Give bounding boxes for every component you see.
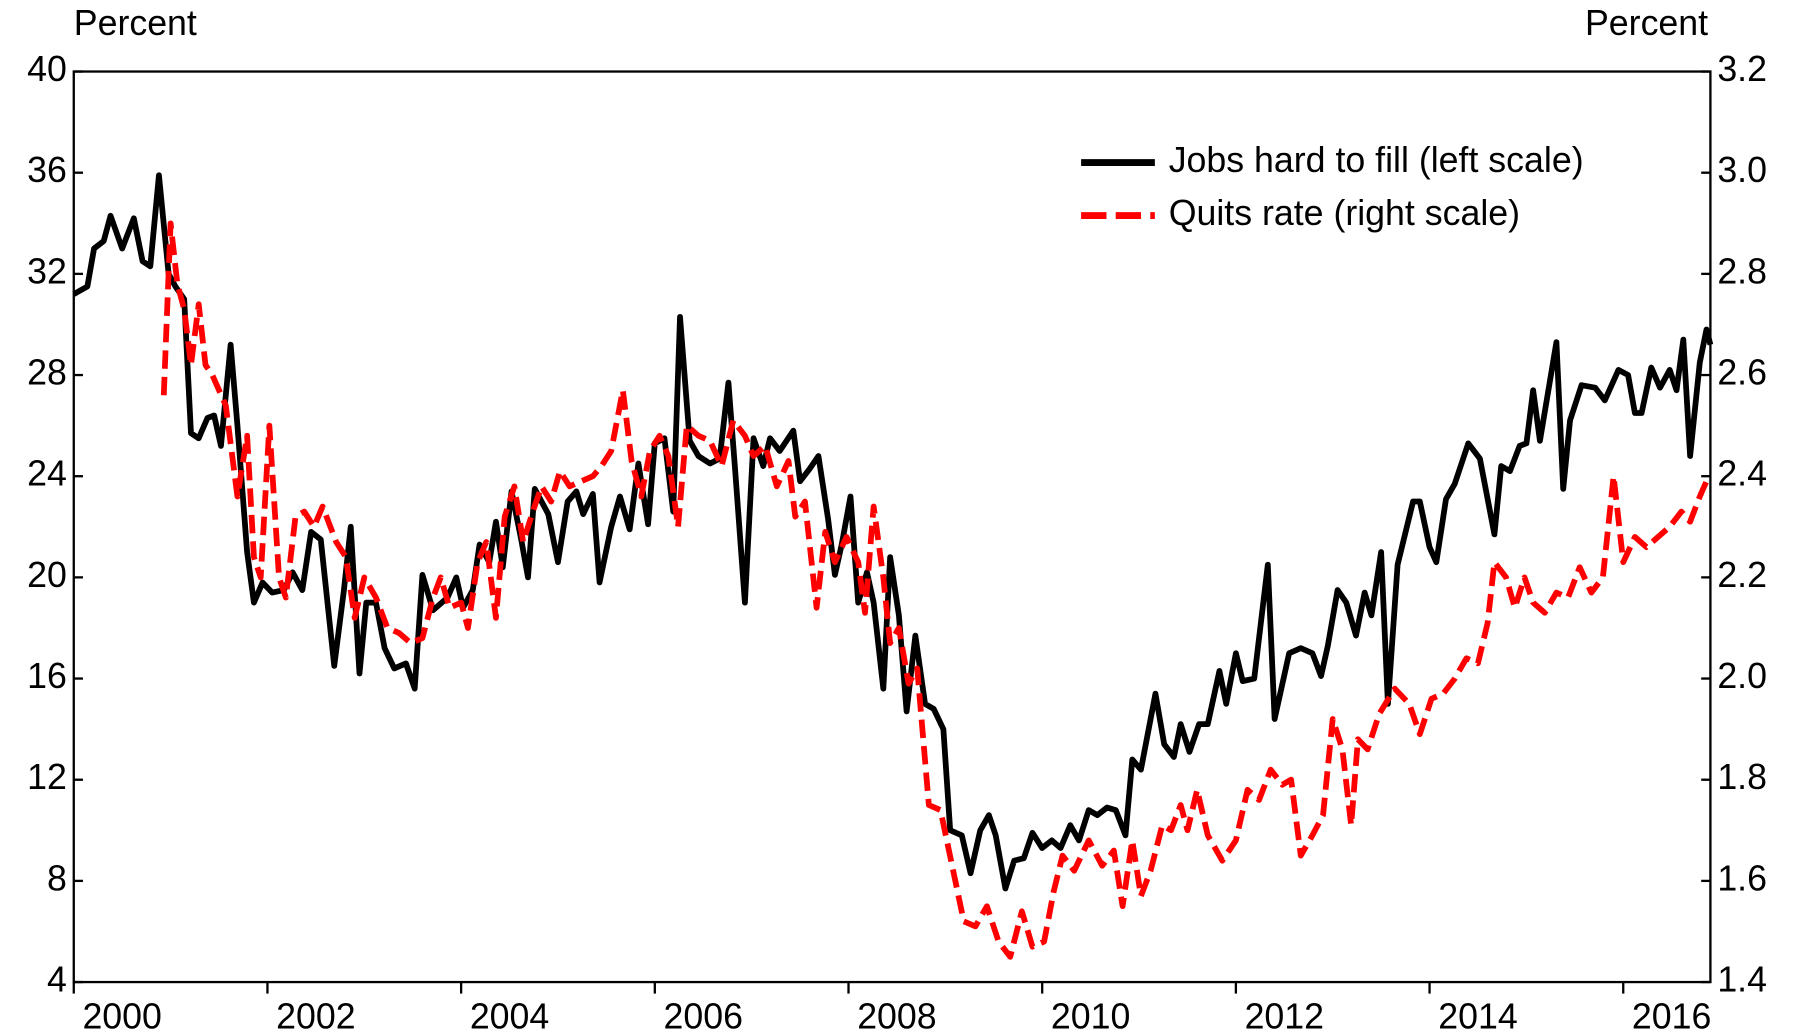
y2-tick-label: 2.6	[1717, 352, 1767, 392]
y2-tick-label: 3.0	[1717, 150, 1767, 190]
y2-tick-label: 1.6	[1717, 858, 1767, 898]
x-tick-label: 2016	[1632, 996, 1711, 1034]
x-tick-label: 2006	[664, 996, 743, 1034]
x-tick-label: 2008	[857, 996, 936, 1034]
y2-tick-label: 1.8	[1717, 757, 1767, 797]
y-tick-label: 28	[27, 352, 67, 392]
y2-axis-label: Percent	[1585, 3, 1708, 43]
y2-tick-label: 2.8	[1717, 251, 1767, 291]
y2-tick-label: 2.4	[1717, 454, 1767, 494]
x-tick-label: 2010	[1051, 996, 1130, 1034]
y-tick-label: 4	[47, 959, 67, 999]
x-tick-label: 2012	[1245, 996, 1324, 1034]
x-tick-label: 2014	[1438, 996, 1517, 1034]
x-tick-label: 2004	[470, 996, 549, 1034]
legend-label: Quits rate (right scale)	[1169, 193, 1520, 233]
y-tick-label: 20	[27, 555, 67, 595]
y2-tick-label: 2.0	[1717, 656, 1767, 696]
x-tick-label: 2002	[276, 996, 355, 1034]
y-tick-label: 32	[27, 251, 67, 291]
y2-tick-label: 2.2	[1717, 555, 1767, 595]
series-line	[160, 220, 1710, 960]
legend-label: Jobs hard to fill (left scale)	[1169, 140, 1584, 180]
y-tick-label: 16	[27, 656, 67, 696]
y-tick-label: 36	[27, 150, 67, 190]
y2-tick-label: 1.4	[1717, 959, 1767, 999]
plot-frame	[72, 70, 1712, 984]
y-tick-label: 40	[27, 49, 67, 89]
series-line	[72, 172, 1714, 892]
x-tick-label: 2000	[82, 996, 161, 1034]
y2-tick-label: 3.2	[1717, 49, 1767, 89]
y-tick-label: 12	[27, 757, 67, 797]
y-tick-label: 24	[27, 454, 67, 494]
y-tick-label: 8	[47, 858, 67, 898]
y-axis-label: Percent	[74, 3, 197, 43]
